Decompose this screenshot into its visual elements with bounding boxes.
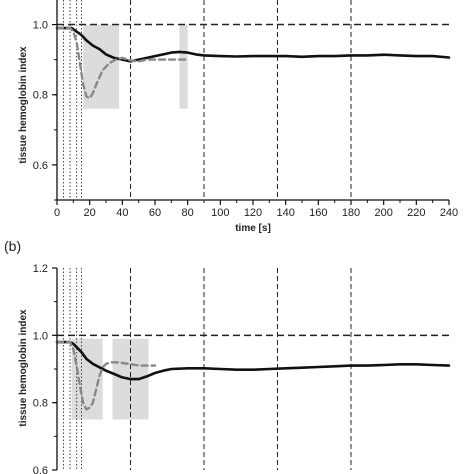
panel-a-ylabel: tissue hemoglobin index bbox=[18, 46, 29, 164]
panel-b-ytick-label: 1.2 bbox=[33, 263, 48, 275]
panel-a-xtick-label: 0 bbox=[54, 207, 60, 219]
panel-a-series-solid bbox=[55, 26, 451, 63]
panel-a-xtick-label: 200 bbox=[374, 207, 392, 219]
panel-b-ytick-label: 0.8 bbox=[33, 398, 48, 410]
panel-a-xtick-label: 140 bbox=[276, 207, 294, 219]
panel-a-ytick-label: 1.0 bbox=[33, 20, 48, 32]
panel-a-xtick-label: 240 bbox=[440, 207, 458, 219]
panel-a-xtick-label: 80 bbox=[182, 207, 194, 219]
panel-a: tissue hemoglobin index time [s] 0.6 0.8 1… bbox=[18, 0, 458, 234]
panel-a-shaded-region bbox=[83, 24, 120, 109]
panel-a-xtick-label: 120 bbox=[244, 207, 262, 219]
panel-a-xtick-label: 160 bbox=[309, 207, 327, 219]
panel-a-ytick-label: 0.6 bbox=[33, 160, 48, 172]
panel-a-xtick-label: 220 bbox=[407, 207, 425, 219]
panel-a-xlabel: time [s] bbox=[235, 223, 271, 234]
panel-b: (b) tissue hemoglobin index 0.6 0.8 1.0 1.2 bbox=[4, 238, 451, 474]
panel-a-xtick-label: 60 bbox=[149, 207, 161, 219]
panel-a-shaded-region bbox=[179, 24, 188, 109]
panel-b-series-dashed bbox=[55, 340, 157, 411]
panel-a-ytick-label: 0.8 bbox=[33, 90, 48, 102]
panel-a-xtick-label: 180 bbox=[342, 207, 360, 219]
panel-a-series-dashed bbox=[55, 26, 189, 100]
panel-a-xtick-label: 20 bbox=[84, 207, 96, 219]
panel-b-label: (b) bbox=[4, 238, 21, 254]
panel-a-xtick-label: 40 bbox=[116, 207, 128, 219]
panel-b-series-solid bbox=[55, 340, 451, 381]
panel-b-ylabel: tissue hemoglobin index bbox=[18, 309, 29, 427]
panel-b-ytick-label: 0.6 bbox=[33, 465, 48, 474]
panel-a-xtick-label: 100 bbox=[211, 207, 229, 219]
panel-b-ytick-label: 1.0 bbox=[33, 330, 48, 342]
